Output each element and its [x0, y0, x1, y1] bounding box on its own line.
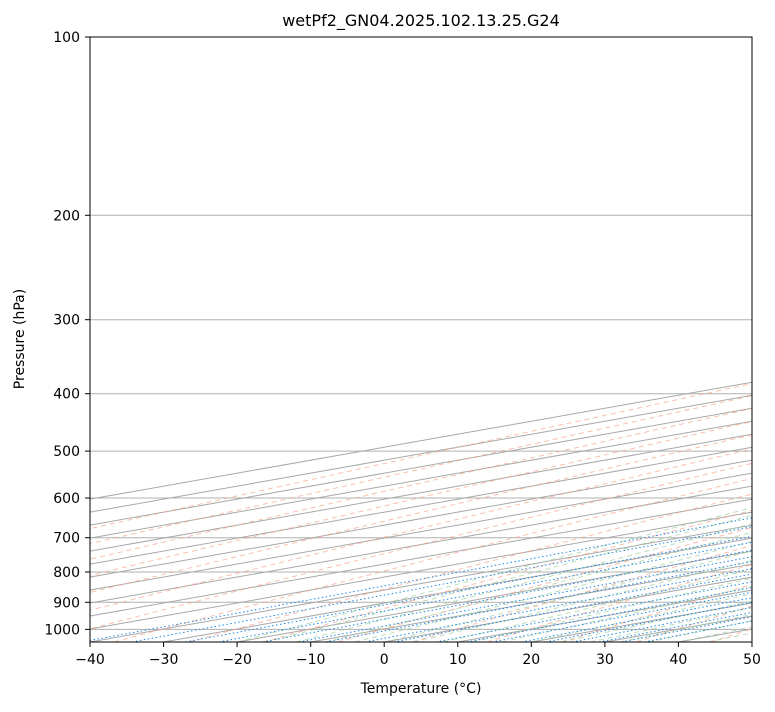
y-tick-label: 500 — [53, 444, 80, 460]
y-axis-label: Pressure (hPa) — [12, 289, 28, 389]
y-tick-label: 100 — [53, 30, 80, 46]
y-tick-label: 900 — [53, 595, 80, 611]
x-tick-label: 0 — [380, 652, 389, 668]
x-tick-label: 50 — [743, 652, 761, 668]
x-tick-label: −10 — [296, 652, 326, 668]
x-axis-label: Temperature (°C) — [360, 681, 482, 697]
y-tick-label: 200 — [53, 208, 80, 224]
x-tick-label: 20 — [522, 652, 540, 668]
x-tick-label: −40 — [75, 652, 105, 668]
y-tick-label: 400 — [53, 387, 80, 403]
x-tick-label: −30 — [149, 652, 179, 668]
y-tick-label: 700 — [53, 531, 80, 547]
plot-area — [90, 37, 752, 642]
x-tick-label: −20 — [222, 652, 252, 668]
chart-title: wetPf2_GN04.2025.102.13.25.G24 — [282, 11, 560, 31]
x-tick-label: 40 — [669, 652, 687, 668]
x-tick-label: 30 — [596, 652, 614, 668]
x-tick-label: 10 — [449, 652, 467, 668]
y-tick-label: 600 — [53, 491, 80, 507]
y-tick-label: 300 — [53, 313, 80, 329]
y-tick-label: 1000 — [44, 622, 80, 638]
y-tick-label: 800 — [53, 565, 80, 581]
